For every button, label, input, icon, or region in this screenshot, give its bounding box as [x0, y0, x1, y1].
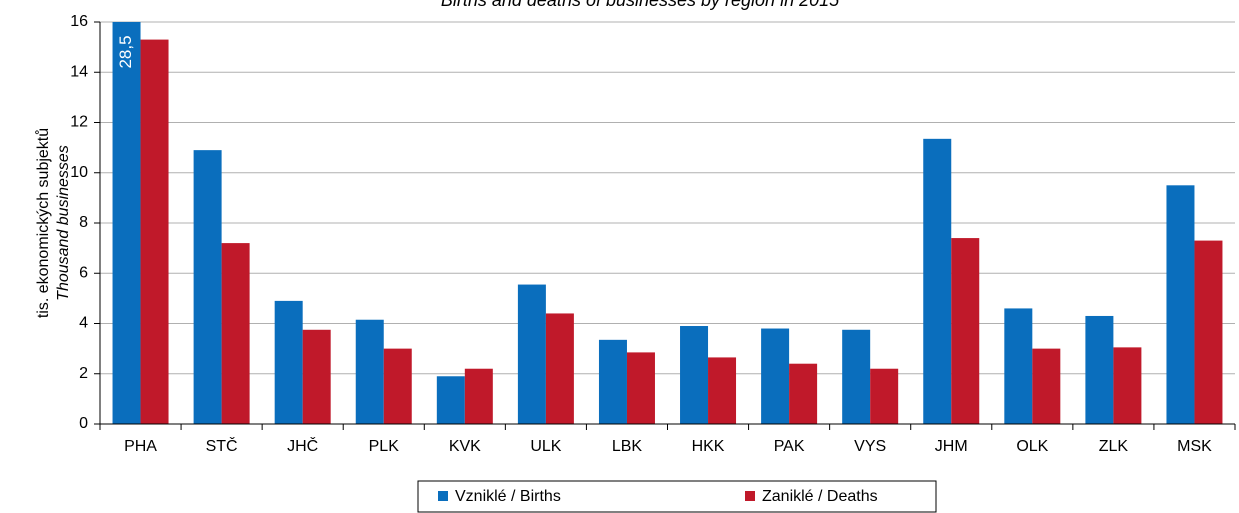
x-tick-label: LBK	[612, 438, 643, 455]
x-tick-label: MSK	[1177, 438, 1212, 455]
bar	[436, 376, 465, 424]
x-tick-label: PHA	[124, 438, 157, 455]
bar	[761, 328, 790, 424]
bar	[464, 368, 493, 424]
bar	[545, 313, 574, 424]
y-tick-label: 16	[70, 13, 88, 30]
bar	[923, 138, 952, 424]
bar	[383, 348, 412, 424]
bar	[598, 339, 627, 424]
x-tick-label: JHM	[935, 438, 968, 455]
x-tick-label: JHČ	[287, 436, 318, 455]
bar	[517, 284, 546, 424]
bar	[870, 368, 899, 424]
bars	[112, 22, 1223, 424]
bar	[1194, 240, 1223, 424]
bar	[789, 363, 818, 424]
y-tick-label: 10	[70, 164, 88, 181]
bar	[1004, 308, 1033, 424]
y-axis-label: tis. ekonomických subjektů	[34, 128, 52, 318]
x-tick-label: PAK	[774, 438, 805, 455]
y-tick-label: 14	[70, 63, 88, 80]
y-tick-label: 0	[79, 415, 88, 432]
y-tick-label: 8	[79, 214, 88, 231]
legend-label: Zaniklé / Deaths	[762, 488, 878, 505]
x-tick-label: KVK	[449, 438, 481, 455]
x-tick-label: OLK	[1016, 438, 1048, 455]
x-tick-label: VYS	[854, 438, 886, 455]
bar	[1085, 315, 1114, 424]
chart-title: Births and deaths of businesses by regio…	[441, 0, 840, 10]
bar	[112, 22, 141, 424]
bar	[274, 300, 303, 424]
bar	[1166, 185, 1195, 424]
bar	[680, 326, 709, 424]
y-tick-label: 2	[79, 365, 88, 382]
x-tick-label: PLK	[369, 438, 400, 455]
x-tick-label: ZLK	[1099, 438, 1129, 455]
legend-swatch	[438, 491, 448, 501]
legend-box	[417, 480, 937, 513]
y-tick-label: 4	[79, 315, 88, 332]
x-tick-label: HKK	[692, 438, 725, 455]
bar	[842, 329, 871, 424]
y-axis-label-en: Thousand businesses	[55, 145, 72, 301]
bar	[221, 243, 250, 424]
bar	[193, 150, 222, 424]
legend-swatch	[745, 491, 755, 501]
bar	[140, 39, 169, 424]
x-tick-label: STČ	[206, 436, 238, 455]
x-tick-label: ULK	[530, 438, 561, 455]
bar	[355, 319, 384, 424]
bar	[708, 357, 737, 424]
bar	[951, 238, 980, 424]
y-tick-label: 6	[79, 264, 88, 281]
legend-label: Vzniklé / Births	[455, 488, 561, 505]
bar	[302, 329, 331, 424]
bar	[626, 352, 655, 424]
y-tick-label: 12	[70, 114, 88, 131]
bar	[1032, 348, 1061, 424]
bar	[1113, 347, 1142, 424]
value-label: 28,5	[116, 35, 135, 68]
